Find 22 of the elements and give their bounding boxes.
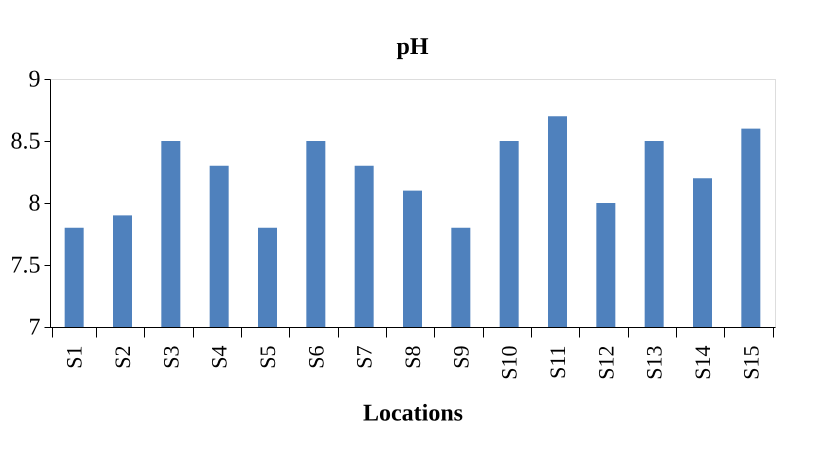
x-tick-label: S13 — [642, 346, 667, 380]
x-tick-label: S8 — [400, 346, 425, 369]
x-tick-label: S6 — [303, 346, 328, 369]
x-tick-label: S9 — [448, 346, 474, 369]
x-tick-label: S4 — [206, 346, 232, 369]
x-tick-label: S3 — [158, 346, 184, 369]
x-tick-label: S5 — [255, 346, 280, 369]
x-tick-label: S14 — [690, 346, 715, 380]
y-tick-label: 7 — [28, 314, 40, 340]
x-tick-label: S7 — [352, 346, 377, 369]
y-tick-label: 8 — [28, 190, 40, 216]
x-tick-label: S11 — [545, 346, 570, 379]
y-tick-label: 8.5 — [10, 128, 40, 154]
chart-title: pH — [396, 34, 429, 60]
x-tick-label: S1 — [62, 346, 87, 369]
x-tick-label: S12 — [593, 346, 618, 380]
x-axis-title: Locations — [362, 400, 464, 427]
y-tick-label: 9 — [28, 66, 40, 92]
x-tick-label: S2 — [110, 346, 135, 369]
x-tick-label: S10 — [496, 346, 522, 380]
x-tick-label: S15 — [738, 346, 764, 380]
y-tick-label: 7.5 — [10, 252, 40, 278]
